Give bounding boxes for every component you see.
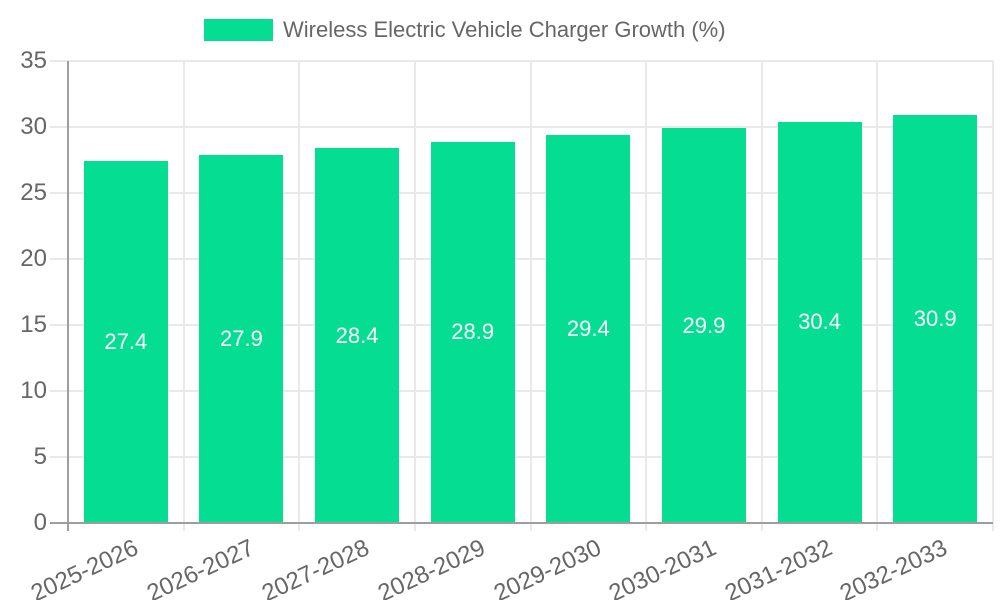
h-gridline <box>50 390 993 392</box>
v-gridline <box>992 61 994 531</box>
bar-value-label: 29.4 <box>566 315 610 341</box>
x-tick-label: 2029-2030 <box>489 534 605 600</box>
y-tick-label: 35 <box>20 47 47 74</box>
y-tick-label: 0 <box>33 509 47 536</box>
h-gridline <box>50 60 993 62</box>
v-gridline <box>298 61 301 531</box>
bar-value-label: 30.4 <box>798 309 841 335</box>
x-tick-label: 2026-2027 <box>142 534 259 600</box>
legend-label: Wireless Electric Vehicle Charger Growth… <box>283 17 726 42</box>
x-tick-label: 2025-2026 <box>26 534 143 600</box>
bar[interactable]: 28.4 <box>315 148 400 523</box>
bar[interactable]: 27.9 <box>199 154 284 523</box>
v-gridline <box>760 61 763 531</box>
legend-item[interactable]: Wireless Electric Vehicle Charger Growth… <box>204 17 726 43</box>
bar-value-label: 29.9 <box>682 312 726 338</box>
h-gridline <box>50 126 993 128</box>
bar-value-label: 27.4 <box>104 329 148 355</box>
y-axis-line <box>67 61 69 531</box>
h-gridline <box>50 192 993 194</box>
v-gridline <box>182 61 185 531</box>
x-tick-label: 2027-2028 <box>258 534 374 600</box>
h-gridline <box>50 258 993 260</box>
bar[interactable]: 29.9 <box>661 128 746 523</box>
y-tick-label: 20 <box>20 245 47 272</box>
bar[interactable]: 30.4 <box>777 121 862 523</box>
v-gridline <box>645 61 648 531</box>
bar-value-label: 28.4 <box>335 322 379 348</box>
bar[interactable]: 29.4 <box>546 134 631 523</box>
x-tick-label: 2031-2032 <box>720 534 837 600</box>
bar[interactable]: 30.9 <box>893 115 978 523</box>
bar[interactable]: 28.9 <box>430 141 515 523</box>
bar[interactable]: 27.4 <box>83 161 168 523</box>
h-gridline <box>50 324 993 326</box>
v-gridline <box>413 61 416 531</box>
h-gridline <box>50 456 993 458</box>
v-gridline <box>529 61 532 531</box>
y-tick-label: 25 <box>20 179 47 206</box>
x-tick-label: 2028-2029 <box>373 534 490 600</box>
y-tick-label: 30 <box>20 113 47 140</box>
legend-swatch <box>204 19 273 41</box>
bar-value-label: 28.9 <box>451 319 495 345</box>
x-axis-line <box>50 522 993 524</box>
y-tick-label: 10 <box>20 377 47 404</box>
bar-value-label: 27.9 <box>220 325 263 351</box>
x-tick-label: 2032-2033 <box>836 534 952 600</box>
bar-value-label: 30.9 <box>913 306 957 332</box>
y-tick-label: 15 <box>20 311 47 338</box>
v-gridline <box>876 61 879 531</box>
y-tick-label: 5 <box>33 443 47 470</box>
x-tick-label: 2030-2031 <box>605 534 721 600</box>
